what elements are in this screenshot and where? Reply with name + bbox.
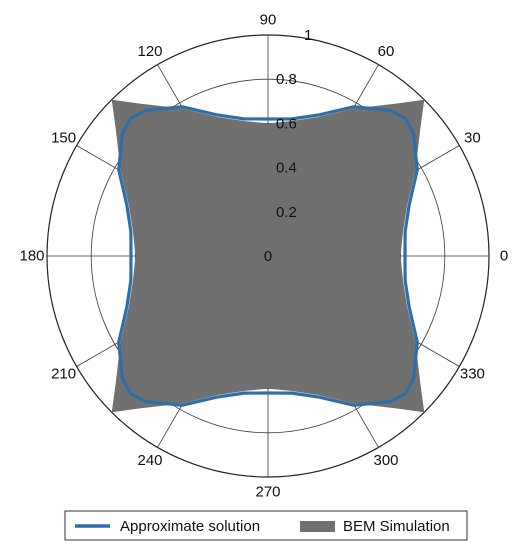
radial-tick-label: 0.6 [276,115,297,132]
angle-tick-label: 0 [500,248,508,265]
angle-tick-label: 300 [373,452,398,469]
angle-tick-label: 120 [137,43,162,60]
legend: Approximate solution BEM Simulation [64,510,468,541]
radial-tick-label: 1 [304,27,312,44]
angle-tick-label: 180 [19,248,44,265]
radial-tick-label: 0 [264,248,272,265]
legend-swatch-bem-simulation [300,521,335,532]
legend-label-bem-simulation: BEM Simulation [343,518,450,535]
radial-tick-label: 0.4 [276,160,297,177]
series-layer [111,99,425,413]
angle-tick-label: 30 [464,130,481,147]
legend-box [64,510,468,541]
angle-tick-label: 60 [378,43,395,60]
angle-tick-label: 270 [255,484,280,501]
series-area-bem-simulation [111,99,425,413]
radial-tick-label: 0.8 [276,71,297,88]
series-line-approximate-solution [117,105,419,407]
angle-tick-label: 150 [51,130,76,147]
axis-labels: 0 30 60 90 120 150 180 210 240 270 300 330 0 0.2 0.4 0.… [19,12,508,501]
radial-tick-label: 0.2 [276,204,297,221]
angle-tick-label: 90 [260,12,277,29]
angle-tick-label: 240 [137,452,162,469]
angle-tick-label: 210 [51,366,76,383]
angle-tick-label: 330 [460,366,485,383]
legend-label-approximate-solution: Approximate solution [120,518,260,535]
